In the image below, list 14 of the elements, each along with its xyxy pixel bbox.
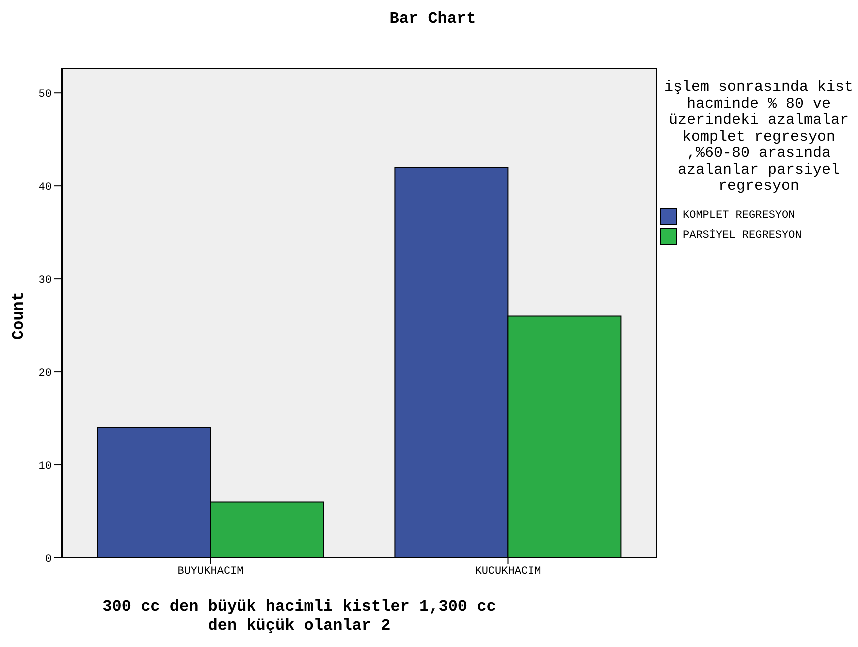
x-tick-label: KUCUKHACIM xyxy=(475,566,542,578)
y-tick-label: 40 xyxy=(38,182,52,194)
y-tick-label: 0 xyxy=(45,554,52,566)
y-axis-title: Count xyxy=(10,292,28,340)
x-axis-title: 300 cc den büyük hacimli kistler 1,300 cc den küçük olanlar 2 xyxy=(102,598,498,636)
legend-title: işlem sonrasında kist hacminde % 80 ve üzerindeki azalmalar komplet regresyon ,%60-80 arasında azalanlar parsiyel regresyon xyxy=(663,79,855,196)
y-tick-label: 10 xyxy=(38,460,52,473)
x-tick-label: BUYUKHACIM xyxy=(178,566,244,578)
y-tick-label: 30 xyxy=(38,274,52,287)
chart-title: Bar Chart xyxy=(388,10,478,28)
y-tick-label: 50 xyxy=(38,89,52,102)
legend-label: PARSİYEL REGRESYON xyxy=(683,228,802,244)
legend-label: KOMPLET REGRESYON xyxy=(683,208,796,224)
y-tick-label: 20 xyxy=(38,368,52,380)
